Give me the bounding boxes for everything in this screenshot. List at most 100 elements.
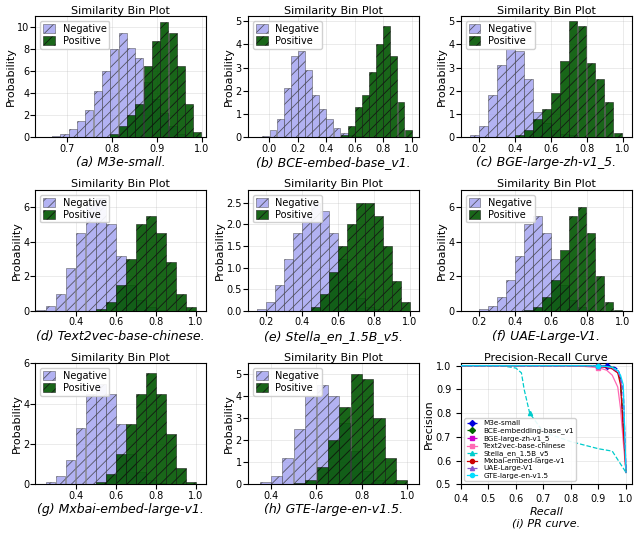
- Y-axis label: Probability: Probability: [12, 395, 22, 453]
- BCE-embedding-base_v1: [611, 365, 619, 372]
- Bar: [374, 216, 383, 311]
- Bar: [45, 482, 56, 484]
- Bar: [260, 482, 271, 484]
- Bar: [551, 259, 559, 311]
- Text2vec-base-chinese: [581, 363, 589, 370]
- Mxbai-embed-large-v1: [540, 363, 547, 369]
- M3e-small: [622, 469, 630, 476]
- GTE-large-en-v1.5: [567, 363, 575, 369]
- Bar: [262, 136, 269, 137]
- Stella_en_1.5B_v5: [540, 429, 547, 435]
- Y-axis label: Probability: Probability: [437, 48, 447, 106]
- BGE-large-zh-v1_5: [567, 363, 575, 369]
- Bar: [77, 121, 85, 137]
- Bar: [176, 294, 186, 311]
- Bar: [365, 307, 374, 311]
- GTE-large-en-v1.5: [620, 381, 627, 388]
- BCE-embedding-base_v1: [581, 363, 589, 369]
- Bar: [569, 301, 577, 311]
- Bar: [126, 285, 136, 311]
- Bar: [347, 224, 356, 311]
- Bar: [385, 458, 396, 484]
- Bar: [401, 302, 410, 311]
- BGE-large-zh-v1_5: [622, 469, 630, 476]
- Bar: [106, 474, 116, 484]
- BCE-embedding-base_v1: [540, 363, 547, 369]
- Bar: [146, 216, 156, 311]
- Bar: [110, 134, 118, 137]
- Y-axis label: Probability: Probability: [224, 48, 234, 106]
- Bar: [338, 246, 347, 311]
- Line: M3e-small: M3e-small: [459, 364, 628, 475]
- M3e-small: [484, 363, 492, 369]
- Bar: [284, 89, 291, 137]
- Text2vec-base-chinese: [457, 363, 465, 369]
- Bar: [578, 26, 586, 137]
- Bar: [374, 309, 383, 311]
- Bar: [339, 423, 350, 484]
- Title: Similarity Bin Plot: Similarity Bin Plot: [284, 352, 383, 363]
- Title: Similarity Bin Plot: Similarity Bin Plot: [71, 5, 170, 15]
- Bar: [614, 132, 623, 137]
- Bar: [312, 96, 319, 137]
- Bar: [347, 280, 356, 311]
- BCE-embedding-base_v1: [609, 364, 616, 371]
- Bar: [351, 374, 362, 484]
- BGE-large-zh-v1_5: [595, 363, 602, 370]
- Stella_en_1.5B_v5: [512, 365, 520, 371]
- Bar: [533, 216, 541, 311]
- Legend: M3e-small, BCE-embedding-base_v1, BGE-large-zh-v1_5, Text2vec-base-chinese, Stel: M3e-small, BCE-embedding-base_v1, BGE-la…: [465, 418, 576, 481]
- M3e-small: [581, 363, 589, 369]
- Bar: [282, 458, 294, 484]
- Stella_en_1.5B_v5: [484, 363, 492, 369]
- Bar: [136, 394, 146, 484]
- Bar: [506, 280, 515, 311]
- Legend: Negative, Positive: Negative, Positive: [466, 21, 535, 49]
- Bar: [156, 233, 166, 311]
- BGE-large-zh-v1_5: [620, 386, 627, 392]
- Bar: [52, 136, 60, 137]
- Bar: [356, 203, 365, 311]
- BCE-embedding-base_v1: [603, 363, 611, 370]
- BCE-embedding-base_v1: [595, 363, 602, 369]
- GTE-large-en-v1.5: [614, 367, 621, 374]
- Bar: [152, 99, 160, 137]
- Bar: [305, 70, 312, 137]
- BGE-large-zh-v1_5: [614, 370, 621, 376]
- Legend: Negative, Positive: Negative, Positive: [466, 195, 535, 223]
- Y-axis label: Probability: Probability: [6, 48, 15, 106]
- Bar: [126, 259, 136, 311]
- Bar: [551, 130, 559, 137]
- Bar: [392, 280, 401, 311]
- Stella_en_1.5B_v5: [609, 448, 616, 454]
- Bar: [515, 256, 524, 311]
- Bar: [397, 103, 404, 137]
- Bar: [116, 285, 125, 311]
- M3e-small: [567, 363, 575, 369]
- GTE-large-en-v1.5: [617, 372, 625, 379]
- Bar: [186, 482, 196, 484]
- Bar: [110, 49, 118, 137]
- Stella_en_1.5B_v5: [567, 438, 575, 445]
- Bar: [136, 301, 146, 311]
- Mxbai-embed-large-v1: [484, 363, 492, 369]
- Mxbai-embed-large-v1: [457, 363, 465, 369]
- Bar: [533, 119, 541, 137]
- Bar: [143, 82, 152, 137]
- Line: UAE-Large-V1: UAE-Large-V1: [459, 364, 628, 475]
- Bar: [298, 51, 305, 137]
- BGE-large-zh-v1_5: [581, 363, 589, 369]
- Bar: [305, 480, 316, 484]
- Legend: Negative, Positive: Negative, Positive: [40, 368, 109, 396]
- Bar: [404, 130, 412, 137]
- M3e-small: [611, 364, 619, 371]
- Bar: [587, 63, 595, 137]
- UAE-Large-V1: [622, 469, 630, 476]
- GTE-large-en-v1.5: [622, 469, 630, 476]
- Bar: [385, 483, 396, 484]
- Bar: [177, 66, 185, 137]
- Text2vec-base-chinese: [603, 367, 611, 373]
- M3e-small: [609, 364, 616, 370]
- Mxbai-embed-large-v1: [595, 363, 602, 370]
- Bar: [116, 454, 125, 484]
